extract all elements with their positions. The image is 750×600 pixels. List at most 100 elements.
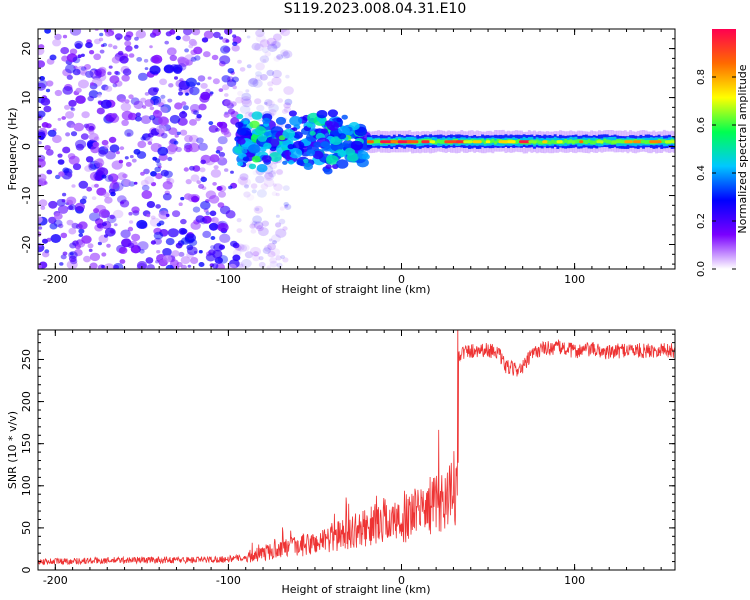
noise-blob <box>123 179 132 186</box>
band-segment <box>564 139 567 143</box>
noise-blob <box>64 104 71 110</box>
noise-blob <box>52 39 62 47</box>
noise-blob <box>275 222 282 228</box>
noise-blob <box>45 88 51 93</box>
noise-blob <box>131 206 140 214</box>
noise-blob <box>188 38 197 46</box>
noise-blob <box>152 110 163 118</box>
noise-blob <box>144 176 154 185</box>
noise-blob <box>38 141 42 145</box>
noise-blob <box>120 229 131 239</box>
noise-blob <box>40 205 46 210</box>
noise-blob <box>205 211 211 216</box>
noise-blob <box>251 221 258 226</box>
noise-blob <box>144 92 150 96</box>
noise-blob <box>237 176 248 185</box>
noise-blob <box>49 54 57 61</box>
noise-blob <box>268 170 276 178</box>
noise-blob <box>121 119 129 127</box>
noise-blob <box>54 33 62 41</box>
noise-blob <box>169 114 181 124</box>
band-segment <box>377 139 381 144</box>
cluster-blob <box>284 123 292 129</box>
noise-blob <box>244 251 254 259</box>
band-peak <box>579 140 584 144</box>
noise-blob <box>70 106 74 110</box>
noise-blob <box>207 76 212 80</box>
noise-blob <box>225 210 236 219</box>
noise-blob <box>154 109 160 115</box>
noise-blob <box>74 202 85 212</box>
noise-blob <box>146 264 155 269</box>
noise-blob <box>266 265 272 269</box>
noise-blob <box>152 98 159 104</box>
noise-blob <box>103 192 110 198</box>
noise-blob <box>101 252 107 257</box>
noise-blob <box>254 74 263 81</box>
colorbar-ticks: 0.0 0.2 0.4 0.6 0.8 <box>696 69 736 277</box>
noise-blob <box>52 134 62 144</box>
noise-blob <box>46 80 54 87</box>
noise-blob <box>125 45 133 52</box>
noise-blob <box>223 46 231 53</box>
noise-blob <box>92 141 100 148</box>
band-segment <box>561 140 565 145</box>
cluster-blob <box>289 116 303 126</box>
noise-blob <box>38 60 46 68</box>
noise-blob <box>192 206 201 213</box>
band-peak <box>429 140 436 144</box>
noise-blob <box>272 40 282 49</box>
noise-blob <box>255 207 260 212</box>
cluster-blob <box>312 150 324 160</box>
noise-blob <box>276 54 284 60</box>
noise-blob <box>252 79 263 88</box>
noise-blob <box>191 195 200 203</box>
noise-blob <box>190 56 197 62</box>
noise-blob <box>72 68 81 76</box>
noise-blob <box>187 264 192 268</box>
noise-blob <box>85 123 96 132</box>
noise-blob <box>149 106 155 111</box>
noise-blob <box>69 242 77 249</box>
noise-blob <box>38 264 43 269</box>
noise-blob <box>112 262 124 269</box>
noise-blob <box>267 250 276 258</box>
noise-blob <box>40 97 51 106</box>
colorbar-gradient <box>712 29 736 269</box>
noise-blob <box>183 167 189 172</box>
cluster-blob <box>237 161 244 167</box>
band-peak <box>406 140 419 144</box>
noise-blob <box>189 165 195 171</box>
noise-blob <box>283 102 292 109</box>
cluster-blob <box>341 114 348 120</box>
noise-blob <box>125 161 132 167</box>
noise-blob <box>59 262 64 266</box>
noise-blob <box>162 193 172 201</box>
noise-blob <box>141 190 153 200</box>
noise-blob <box>169 29 176 35</box>
noise-blob <box>87 163 94 168</box>
noise-blob <box>39 76 45 81</box>
noise-blob <box>38 226 43 230</box>
noise-blob <box>269 257 277 264</box>
noise-blob <box>237 59 242 64</box>
noise-blob <box>282 257 289 263</box>
cluster-blob <box>320 128 328 134</box>
cluster-blob <box>256 164 268 173</box>
noise-blob <box>252 170 259 176</box>
noise-blob <box>198 183 205 189</box>
noise-blob <box>264 51 272 57</box>
noise-blob <box>282 185 290 192</box>
noise-blob <box>38 44 45 50</box>
noise-blob <box>136 151 147 159</box>
noise-blob <box>150 171 157 177</box>
noise-blob <box>259 39 270 48</box>
noise-blob <box>97 241 102 246</box>
noise-blob <box>117 50 124 56</box>
noise-blob <box>62 251 68 256</box>
noise-blob <box>182 105 189 111</box>
noise-blob <box>180 256 191 265</box>
noise-blob <box>84 64 91 70</box>
cluster-blob <box>287 144 295 150</box>
